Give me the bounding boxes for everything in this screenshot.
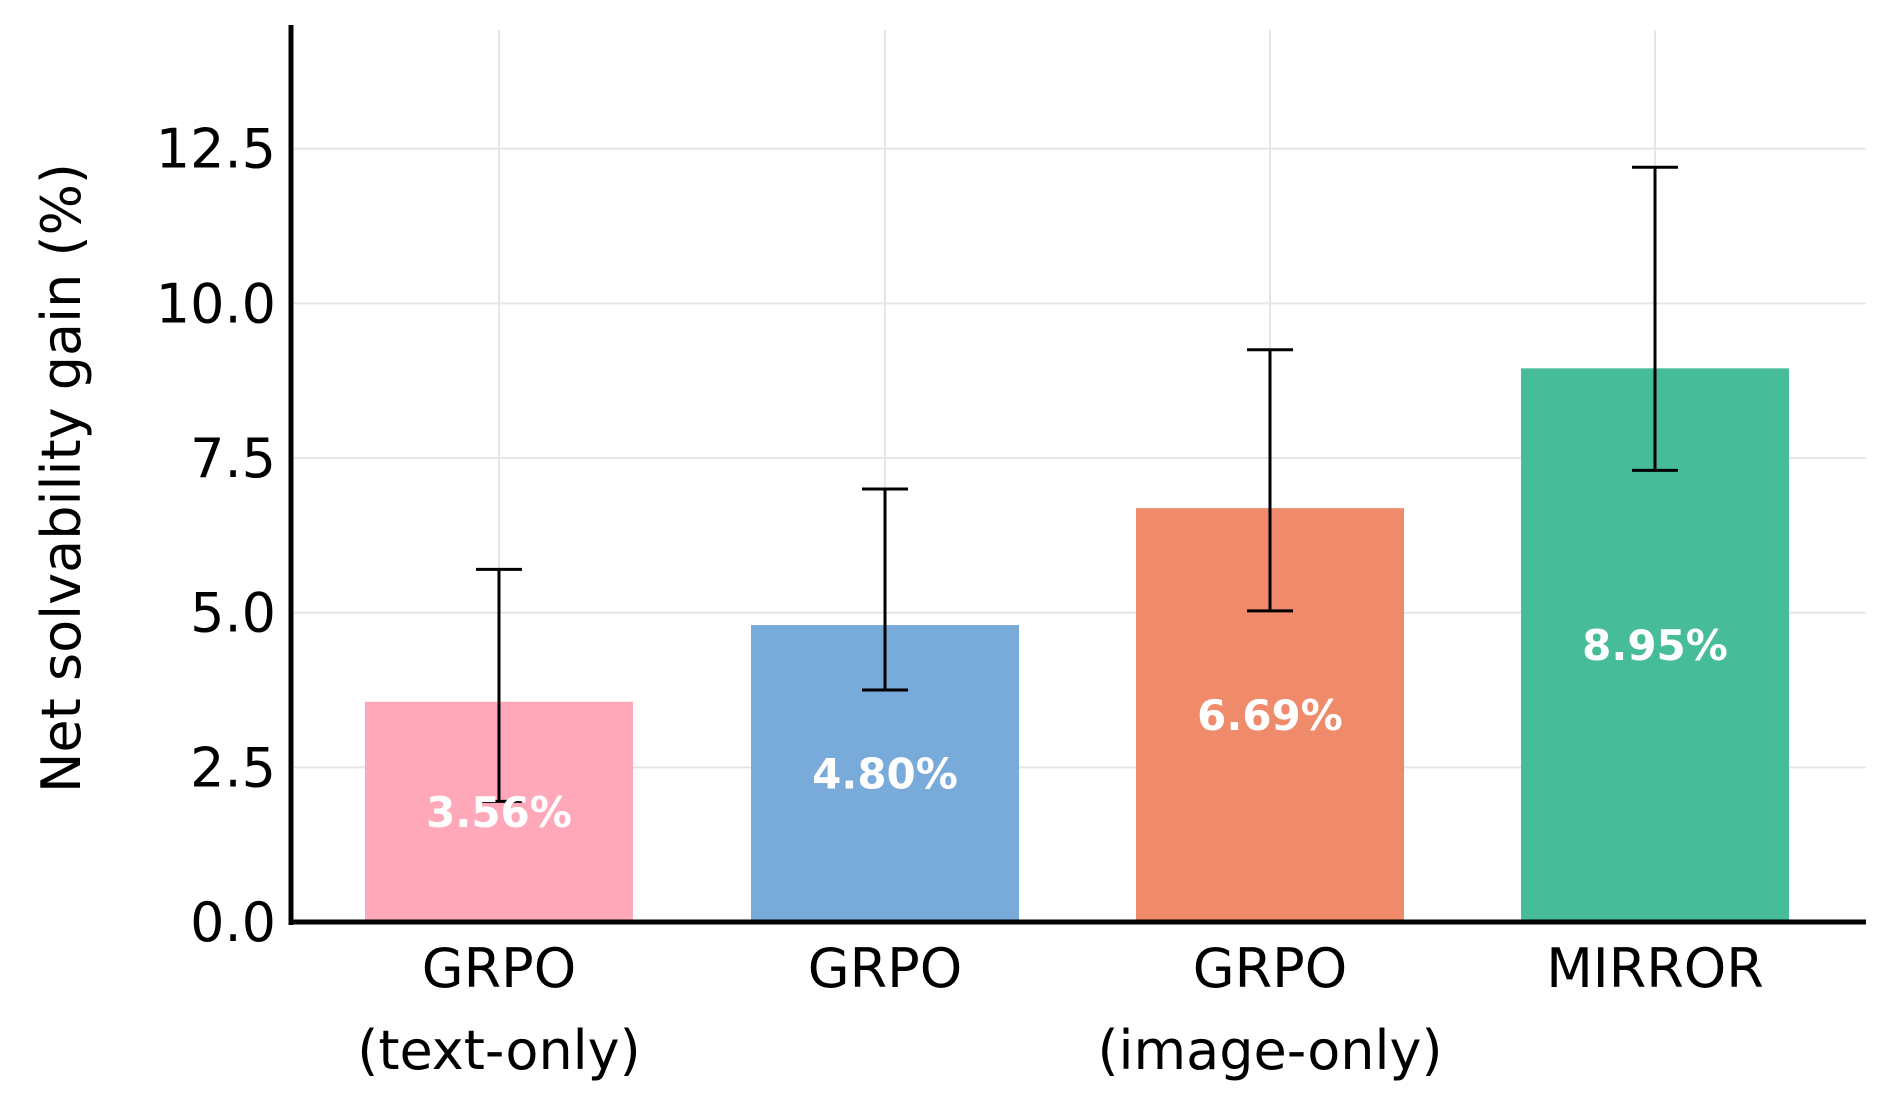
x-category-sublabel: (text-only) — [357, 1019, 640, 1082]
bar-label-group: 3.56% 4.80% 6.69% 8.95% — [426, 621, 1728, 837]
bar-value-label: 3.56% — [426, 788, 572, 837]
y-tick-label: 0.0 — [190, 891, 276, 954]
y-tick-label: 10.0 — [156, 272, 276, 335]
error-bar-group — [476, 165, 1678, 803]
y-axis-title: Net solvability gain (%) — [30, 163, 93, 793]
x-category-label: GRPO — [808, 937, 962, 1000]
bar-group — [365, 368, 1789, 922]
y-tick-label: 12.5 — [156, 118, 276, 181]
y-tick-label: 7.5 — [190, 427, 276, 490]
x-category-label: GRPO — [1193, 937, 1347, 1000]
x-category-labels: GRPO (text-only) GRPO GRPO (image-only) MIRRO… — [357, 937, 1764, 1082]
x-category-label: MIRROR — [1546, 937, 1764, 1000]
x-category-sublabel: (image-only) — [1097, 1019, 1442, 1082]
bar-value-label: 8.95% — [1582, 621, 1728, 670]
bar-value-label: 6.69% — [1197, 691, 1343, 740]
y-tick-label: 5.0 — [190, 582, 276, 645]
bar-value-label: 4.80% — [812, 750, 958, 799]
y-tick-label: 2.5 — [190, 736, 276, 799]
x-category-label: GRPO — [422, 937, 576, 1000]
y-tick-labels: 0.0 2.5 5.0 7.5 10.0 12.5 — [156, 118, 276, 954]
